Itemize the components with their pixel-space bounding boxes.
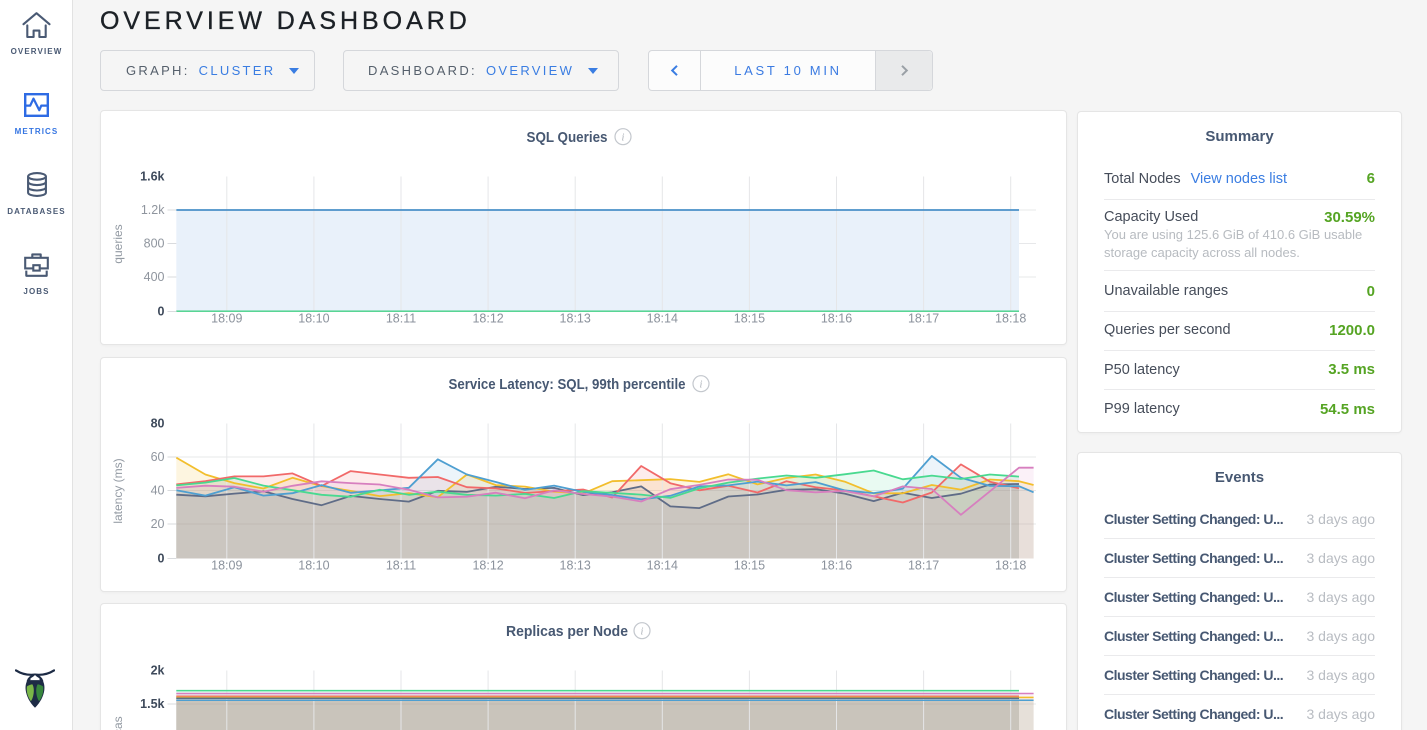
svg-text:18:17: 18:17 — [908, 312, 939, 326]
svg-text:18:18: 18:18 — [995, 559, 1026, 573]
svg-text:18:14: 18:14 — [647, 312, 678, 326]
svg-text:40: 40 — [151, 484, 165, 498]
svg-text:1.6k: 1.6k — [140, 170, 164, 184]
svg-text:60: 60 — [151, 450, 165, 464]
svg-text:20: 20 — [151, 517, 165, 531]
svg-text:queries: queries — [111, 224, 125, 263]
svg-text:i: i — [622, 132, 625, 143]
svg-text:Service Latency: SQL, 99th per: Service Latency: SQL, 99th percentile — [449, 376, 686, 393]
svg-text:18:12: 18:12 — [472, 312, 503, 326]
svg-text:18:17: 18:17 — [908, 559, 939, 573]
svg-text:18:12: 18:12 — [472, 559, 503, 573]
svg-text:18:16: 18:16 — [821, 312, 852, 326]
svg-text:18:11: 18:11 — [386, 559, 416, 573]
svg-text:18:13: 18:13 — [560, 559, 591, 573]
svg-text:18:13: 18:13 — [560, 312, 591, 326]
svg-text:18:15: 18:15 — [734, 312, 765, 326]
svg-text:0: 0 — [158, 305, 165, 319]
svg-text:18:15: 18:15 — [734, 559, 765, 573]
svg-text:800: 800 — [144, 237, 165, 251]
svg-text:18:16: 18:16 — [821, 559, 852, 573]
svg-text:2k: 2k — [151, 664, 165, 678]
svg-text:0: 0 — [158, 552, 165, 566]
svg-text:18:11: 18:11 — [386, 312, 416, 326]
svg-text:80: 80 — [151, 417, 165, 431]
svg-text:18:09: 18:09 — [211, 559, 242, 573]
svg-text:18:09: 18:09 — [211, 312, 242, 326]
svg-text:SQL Queries: SQL Queries — [527, 129, 608, 146]
svg-text:400: 400 — [144, 270, 165, 284]
svg-text:18:18: 18:18 — [995, 312, 1026, 326]
svg-text:1.2k: 1.2k — [141, 203, 165, 217]
svg-text:18:14: 18:14 — [647, 559, 678, 573]
svg-text:replicas: replicas — [111, 716, 125, 730]
svg-text:18:10: 18:10 — [298, 312, 329, 326]
svg-text:1.5k: 1.5k — [140, 697, 164, 711]
svg-text:18:10: 18:10 — [298, 559, 329, 573]
svg-text:latency (ms): latency (ms) — [111, 458, 125, 523]
svg-text:i: i — [700, 379, 703, 390]
svg-text:i: i — [641, 626, 644, 637]
svg-text:Replicas per Node: Replicas per Node — [506, 623, 628, 640]
